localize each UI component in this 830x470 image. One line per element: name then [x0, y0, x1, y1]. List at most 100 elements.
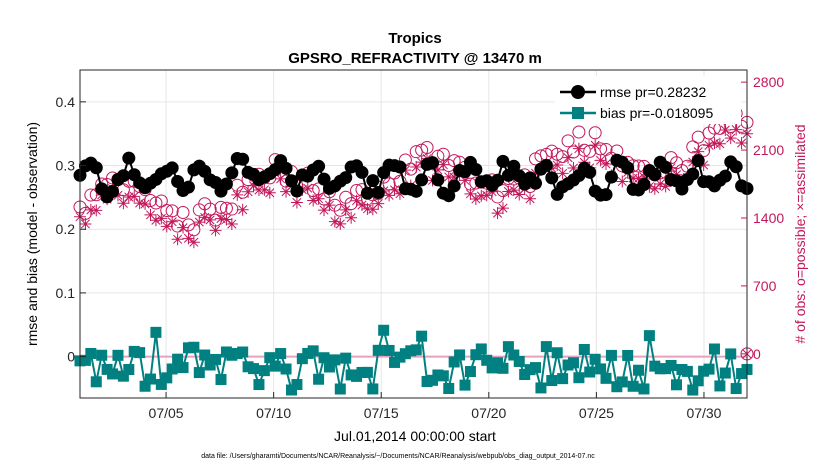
bias-point	[318, 352, 330, 364]
bias-point	[567, 357, 579, 369]
bias-point	[334, 383, 346, 395]
assimilated-obs-point	[280, 185, 293, 198]
bias-point	[188, 341, 200, 353]
rmse-point	[225, 166, 239, 180]
assimilated-obs-point	[334, 217, 347, 230]
bias-point	[367, 383, 379, 395]
legend-rmse-label: rmse pr=0.28232	[600, 84, 706, 100]
bias-point	[291, 379, 303, 391]
rmse-bias-marks	[73, 151, 754, 396]
bias-point	[275, 348, 287, 360]
assimilated-obs-point	[648, 182, 661, 195]
possible-obs-point	[447, 154, 461, 168]
bias-point	[714, 380, 726, 392]
legend-bias-marker	[572, 107, 584, 119]
bias-point	[671, 379, 683, 391]
assimilated-obs-point	[551, 159, 564, 172]
assimilated-obs-point	[393, 187, 406, 200]
bias-point	[204, 359, 216, 371]
assimilated-obs-point	[247, 179, 260, 192]
legend-rmse-marker	[571, 85, 585, 99]
assimilated-obs-point	[475, 189, 488, 202]
bias-point	[117, 370, 129, 382]
bias-point	[578, 344, 590, 356]
bias-point	[258, 365, 270, 377]
assimilated-obs-point	[735, 137, 748, 150]
assimilated-obs-point	[480, 189, 493, 202]
rmse-point	[583, 165, 597, 179]
assimilated-obs-point	[258, 183, 271, 196]
assimilated-obs-point	[589, 139, 602, 152]
y-left-tick-label: 0.2	[56, 221, 76, 237]
bias-point	[329, 354, 341, 366]
bias-point	[269, 360, 281, 372]
bias-point	[166, 363, 178, 375]
bias-point	[600, 372, 612, 384]
bias-point	[155, 378, 167, 390]
bias-point	[323, 361, 335, 373]
rmse-point	[431, 173, 445, 187]
bias-point	[193, 367, 205, 379]
bias-point	[470, 349, 482, 361]
rmse-point	[360, 186, 374, 200]
footnote: data file: /Users/gharamti/Documents/NCA…	[201, 453, 595, 460]
assimilated-obs-point	[122, 191, 135, 204]
rmse-point	[366, 174, 380, 188]
rmse-point	[691, 154, 705, 168]
bias-point	[497, 362, 509, 374]
bias-point	[150, 326, 162, 338]
y-left-tick-label: 0.4	[56, 94, 76, 110]
assimilated-obs-point	[182, 232, 195, 245]
bias-point	[627, 380, 639, 392]
assimilated-obs-point	[600, 157, 613, 170]
bias-point	[502, 341, 514, 353]
chart-title: Tropics	[388, 30, 441, 47]
bias-point	[643, 330, 655, 342]
bias-point	[96, 349, 108, 361]
bias-point	[719, 367, 731, 379]
possible-obs-point	[588, 126, 602, 140]
assimilated-obs-point	[90, 204, 103, 217]
bias-point	[551, 347, 563, 359]
assimilated-obs-point	[263, 186, 276, 199]
bias-point	[665, 359, 677, 371]
rmse-point	[604, 170, 618, 184]
assimilated-obs-point	[654, 177, 667, 190]
assimilated-obs-point	[79, 217, 92, 230]
rmse-point	[599, 188, 613, 202]
assimilated-obs-point	[632, 172, 645, 185]
bias-point	[616, 376, 628, 388]
possible-obs-point	[225, 202, 239, 216]
rmse-point	[545, 171, 559, 185]
rmse-point	[371, 185, 385, 199]
bias-point	[481, 354, 493, 366]
rmse-point	[686, 167, 700, 181]
assimilated-obs-point	[355, 199, 368, 212]
assimilated-obs-point	[594, 154, 607, 167]
assimilated-obs-point	[318, 204, 331, 217]
rmse-point	[312, 159, 326, 173]
bias-point	[383, 344, 395, 356]
assimilated-obs-point	[513, 188, 526, 201]
bias-point	[546, 375, 558, 387]
bias-point	[589, 353, 601, 365]
possible-obs-point	[344, 197, 358, 211]
y-right-tick-label: 0	[753, 346, 761, 362]
bias-point	[464, 365, 476, 377]
bias-point	[584, 366, 596, 378]
bias-point	[492, 357, 504, 369]
bias-point	[210, 353, 222, 365]
rmse-point	[165, 161, 179, 175]
plot-frame	[79, 69, 748, 399]
rmse-point	[409, 184, 423, 198]
assimilated-obs-point	[637, 170, 650, 183]
rmse-point	[236, 152, 250, 166]
rmse-point	[415, 173, 429, 187]
bias-point	[215, 374, 227, 386]
y-left-tick-label: 0.3	[56, 158, 76, 174]
assimilated-obs-point	[524, 192, 537, 205]
x-tick-label: 07/20	[471, 405, 506, 421]
assimilated-obs-point	[703, 139, 716, 152]
bias-point	[475, 343, 487, 355]
bias-point	[248, 363, 260, 375]
